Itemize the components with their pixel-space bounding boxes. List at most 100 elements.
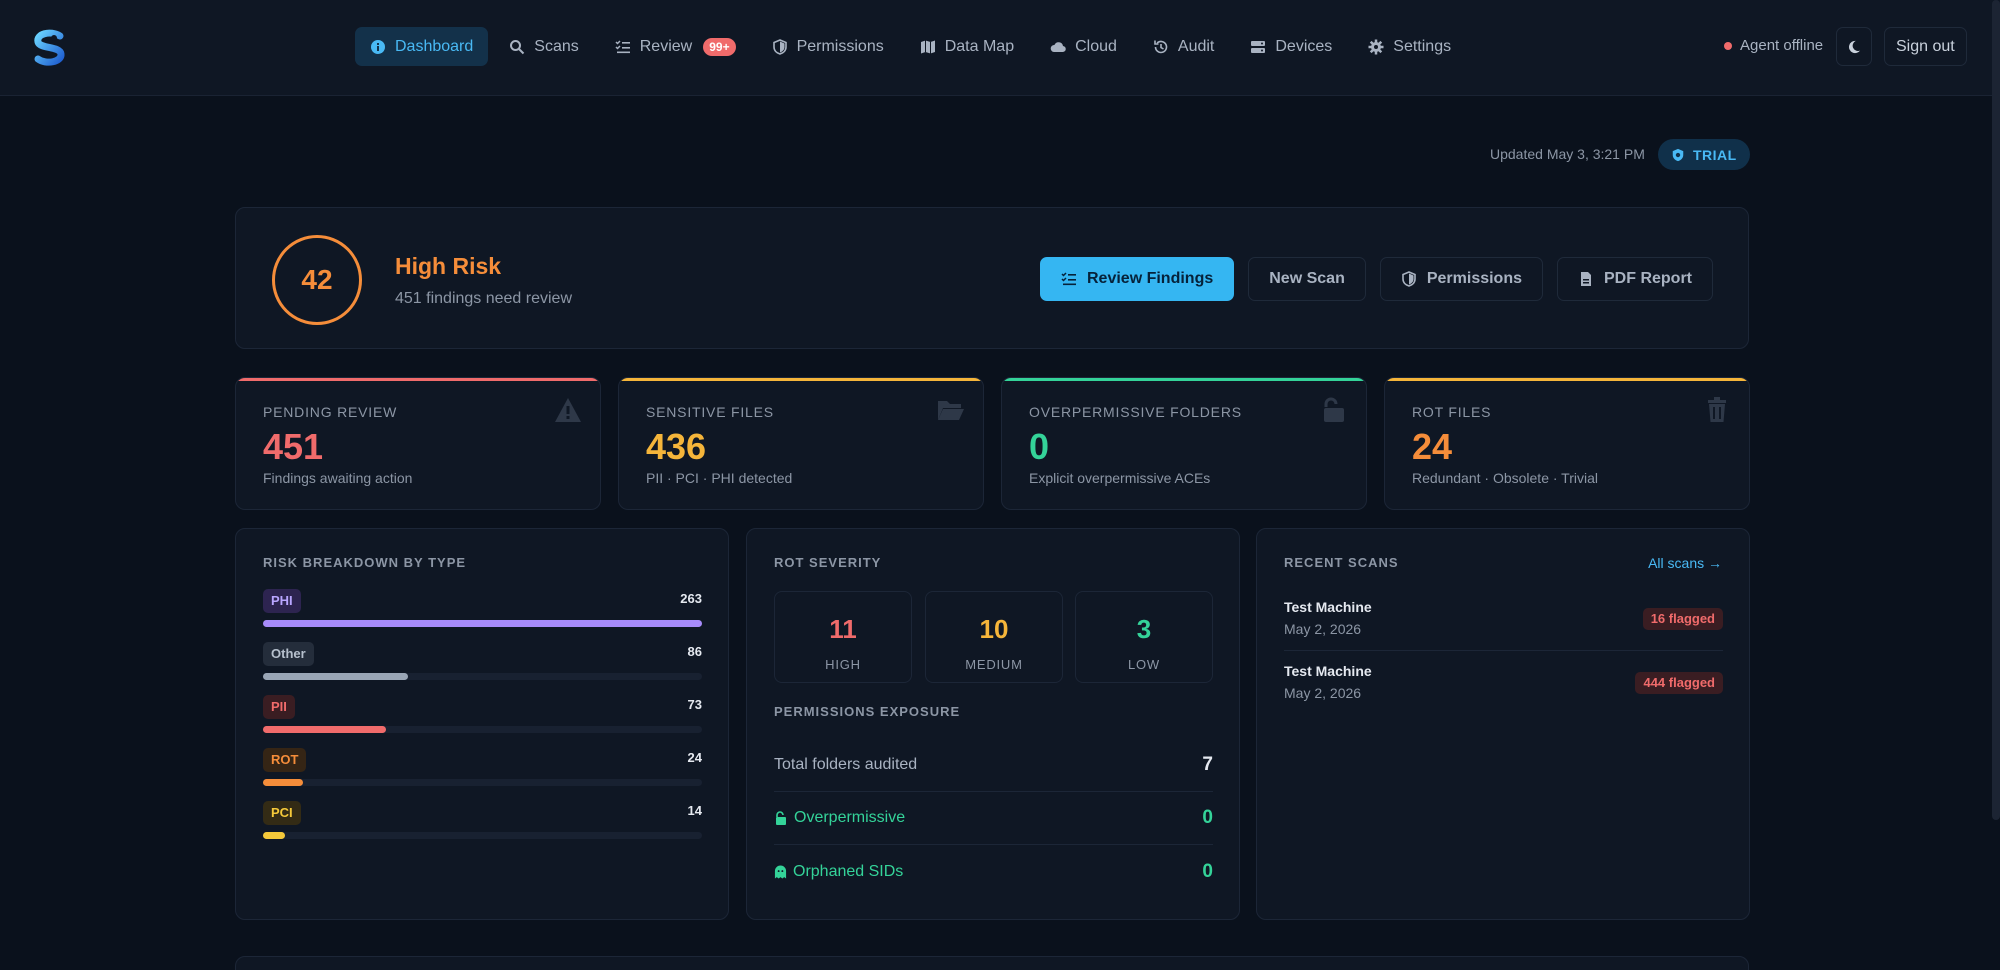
flagged-badge: 16 flagged — [1642, 608, 1723, 630]
panel-title: ROT SEVERITY — [774, 555, 882, 570]
server-icon — [1251, 40, 1266, 53]
severity-label: HIGH — [825, 657, 861, 672]
nav-cloud[interactable]: Cloud — [1035, 27, 1132, 66]
nav-permissions[interactable]: Permissions — [757, 27, 899, 66]
nav-label: Scans — [534, 37, 579, 55]
perm-label: Orphaned SIDs — [793, 862, 904, 880]
stat-card-sensitive-files[interactable]: SENSITIVE FILES 436 PII · PCI · PHI dete… — [618, 377, 984, 510]
risk-bar-track — [263, 620, 702, 627]
nav-label: Audit — [1177, 37, 1215, 55]
nav-dashboard[interactable]: Dashboard — [355, 27, 489, 66]
trial-label: TRIAL — [1693, 146, 1737, 163]
button-label: PDF Report — [1604, 270, 1692, 287]
nav-label: Devices — [1275, 37, 1333, 55]
risk-bar-fill — [263, 673, 408, 680]
agent-status-label: Agent offline — [1740, 37, 1824, 54]
perm-row-total-folders: Total folders audited 7 — [774, 739, 1213, 792]
permissions-exposure-title: PERMISSIONS EXPOSURE — [774, 704, 961, 719]
stat-label: PENDING REVIEW — [263, 404, 398, 420]
recent-scans-panel: RECENT SCANS All scans → Test Machine Ma… — [1256, 528, 1750, 920]
map-icon — [920, 40, 935, 53]
next-section-card — [235, 956, 1749, 970]
scan-name: Test Machine — [1284, 663, 1372, 679]
new-scan-button[interactable]: New Scan — [1248, 257, 1366, 301]
review-count-badge: 99+ — [703, 37, 736, 56]
shield-check-icon — [1672, 148, 1684, 161]
trial-badge: TRIAL — [1658, 139, 1750, 170]
perm-label: Overpermissive — [794, 809, 906, 826]
nav-label: Settings — [1393, 37, 1452, 55]
risk-level-title: High Risk — [395, 253, 502, 279]
warning-triangle-icon — [555, 398, 581, 422]
checklist-icon — [615, 39, 630, 53]
risk-type-count: 24 — [687, 750, 702, 765]
risk-bar-track — [263, 726, 702, 733]
stat-label: OVERPERMISSIVE FOLDERS — [1029, 404, 1242, 420]
sign-out-button[interactable]: Sign out — [1884, 27, 1967, 66]
scan-row[interactable]: Test Machine May 2, 2026 16 flagged — [1284, 587, 1723, 651]
pdf-report-button[interactable]: PDF Report — [1557, 257, 1713, 301]
stat-label: ROT FILES — [1412, 404, 1492, 420]
perm-row-orphaned-sids[interactable]: Orphaned SIDs 0 — [774, 845, 1213, 898]
risk-bar-fill — [263, 620, 702, 627]
info-circle-icon — [371, 39, 385, 54]
stat-accent-line — [1002, 378, 1366, 381]
severity-high-box[interactable]: 11 HIGH — [774, 591, 912, 683]
nav-devices[interactable]: Devices — [1235, 27, 1347, 66]
risk-type-count: 14 — [687, 803, 702, 818]
permissions-button[interactable]: Permissions — [1379, 257, 1543, 301]
nav-label: Data Map — [944, 37, 1015, 55]
scan-row[interactable]: Test Machine May 2, 2026 444 flagged — [1284, 651, 1723, 715]
hero-actions: Review Findings New Scan Permissions PDF… — [1040, 257, 1713, 301]
nav-scans[interactable]: Scans — [494, 27, 593, 66]
risk-row-rot[interactable]: ROT 24 — [263, 748, 702, 788]
risk-row-other[interactable]: Other 86 — [263, 642, 702, 682]
status-dot-icon — [1724, 41, 1732, 50]
risk-breakdown-panel: RISK BREAKDOWN BY TYPE PHI 263 Other 86 PII 7… — [235, 528, 729, 920]
severity-medium-box[interactable]: 10 MEDIUM — [925, 591, 1063, 683]
panel-title: RISK BREAKDOWN BY TYPE — [263, 555, 467, 570]
nav-settings[interactable]: Settings — [1353, 27, 1466, 66]
checklist-icon — [1061, 272, 1076, 286]
risk-summary-card: 42 High Risk 451 findings need review Re… — [235, 207, 1749, 349]
last-updated-text: Updated May 3, 3:21 PM — [1490, 146, 1645, 162]
risk-type-chip: PII — [263, 695, 295, 719]
scan-name: Test Machine — [1284, 599, 1372, 615]
risk-bar-track — [263, 673, 702, 680]
severity-label: MEDIUM — [965, 657, 1023, 672]
risk-bar-fill — [263, 832, 285, 839]
shield-icon — [772, 38, 787, 55]
risk-bar-track — [263, 779, 702, 786]
search-icon — [510, 39, 525, 54]
stat-card-pending-review[interactable]: PENDING REVIEW 451 Findings awaiting act… — [235, 377, 601, 510]
risk-type-chip: PHI — [263, 589, 301, 613]
risk-row-phi[interactable]: PHI 263 — [263, 589, 702, 629]
theme-toggle-button[interactable] — [1836, 27, 1872, 66]
perm-label-wrap: Orphaned SIDs — [774, 863, 903, 881]
nav-audit[interactable]: Audit — [1138, 27, 1229, 66]
risk-bar-track — [263, 832, 702, 839]
stat-card-rot-files[interactable]: ROT FILES 24 Redundant · Obsolete · Triv… — [1384, 377, 1750, 510]
stat-value: 436 — [646, 426, 707, 467]
page-scrollbar[interactable] — [1992, 0, 2000, 820]
stat-description: PII · PCI · PHI detected — [646, 470, 793, 486]
nav-review[interactable]: Review 99+ — [600, 27, 751, 66]
app-logo-icon[interactable] — [30, 28, 70, 68]
risk-row-pii[interactable]: PII 73 — [263, 695, 702, 735]
stat-accent-line — [236, 378, 600, 381]
review-findings-button[interactable]: Review Findings — [1040, 257, 1235, 301]
stat-accent-line — [1385, 378, 1749, 381]
all-scans-link[interactable]: All scans → — [1648, 555, 1722, 571]
severity-low-box[interactable]: 3 LOW — [1075, 591, 1213, 683]
severity-label: LOW — [1127, 657, 1160, 672]
ghost-icon — [774, 865, 787, 878]
stat-description: Redundant · Obsolete · Trivial — [1412, 470, 1598, 486]
risk-row-pci[interactable]: PCI 14 — [263, 801, 702, 841]
risk-type-count: 86 — [687, 644, 702, 659]
perm-row-overpermissive[interactable]: Overpermissive 0 — [774, 792, 1213, 845]
risk-type-chip: PCI — [263, 801, 301, 825]
stat-card-overpermissive-folders[interactable]: OVERPERMISSIVE FOLDERS 0 Explicit overpe… — [1001, 377, 1367, 510]
nav-data-map[interactable]: Data Map — [905, 27, 1029, 66]
cloud-icon — [1050, 41, 1066, 52]
severity-count: 10 — [979, 614, 1009, 644]
